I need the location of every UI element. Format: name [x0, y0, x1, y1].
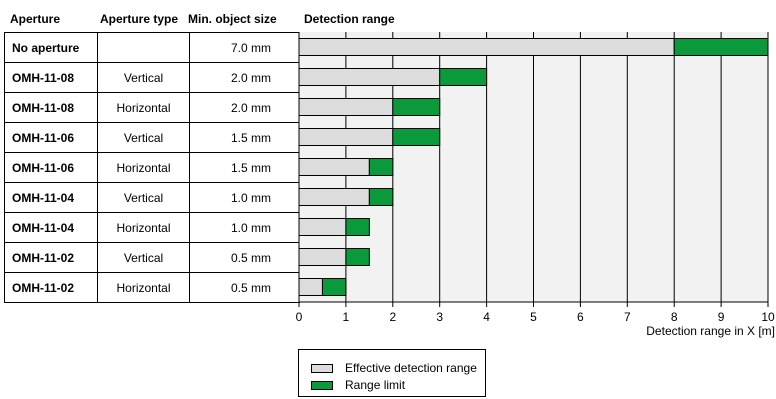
aperture-type-cell: Vertical: [97, 182, 190, 213]
bar-range-limit: [321, 278, 347, 296]
table-row: OMH-11-04 Horizontal 1.0 mm: [4, 212, 300, 243]
x-tick-label: 8: [671, 310, 678, 324]
table-row: OMH-11-06 Horizontal 1.5 mm: [4, 152, 300, 183]
aperture-cell: OMH-11-08: [4, 62, 98, 93]
table-row: OMH-11-02 Horizontal 0.5 mm: [4, 272, 300, 303]
bar-effective: [298, 218, 347, 236]
table-row: OMH-11-08 Vertical 2.0 mm: [4, 62, 300, 93]
table-row: OMH-11-04 Vertical 1.0 mm: [4, 182, 300, 213]
table-row: OMH-11-08 Horizontal 2.0 mm: [4, 92, 300, 123]
min-object-size-cell: 1.5 mm: [189, 122, 300, 153]
x-tick-label: 10: [761, 310, 775, 324]
bar-range-limit: [673, 38, 769, 56]
min-object-size-cell: 1.0 mm: [189, 182, 300, 213]
bar-effective: [298, 158, 370, 176]
min-object-size-cell: 1.5 mm: [189, 152, 300, 183]
min-object-size-cell: 2.0 mm: [189, 62, 300, 93]
bar-range-limit: [392, 128, 441, 146]
aperture-type-cell: Horizontal: [97, 272, 190, 303]
x-tick-label: 3: [436, 310, 443, 324]
x-tick-label: 1: [343, 310, 350, 324]
legend-item-effective: Effective detection range: [311, 361, 477, 375]
bar-range-limit: [368, 188, 394, 206]
x-tick-label: 2: [389, 310, 396, 324]
min-object-size-cell: 1.0 mm: [189, 212, 300, 243]
bar-effective: [298, 68, 441, 86]
aperture-table: No aperture 7.0 mm OMH-11-08 Vertical 2.0 mm…: [4, 32, 300, 303]
header-aperture: Aperture: [10, 12, 61, 26]
bar-effective: [298, 248, 347, 266]
legend-swatch-effective: [311, 363, 333, 373]
aperture-cell: OMH-11-02: [4, 272, 98, 303]
aperture-cell: No aperture: [4, 32, 98, 63]
legend-label-effective: Effective detection range: [345, 361, 477, 375]
header-min-object-size: Min. object size: [188, 12, 277, 26]
bar-range-limit: [439, 68, 488, 86]
aperture-cell: OMH-11-04: [4, 182, 98, 213]
aperture-cell: OMH-11-06: [4, 152, 98, 183]
aperture-cell: OMH-11-08: [4, 92, 98, 123]
x-tick-label: 4: [483, 310, 490, 324]
aperture-type-cell: Vertical: [97, 62, 190, 93]
bar-effective: [298, 188, 370, 206]
min-object-size-cell: 2.0 mm: [189, 92, 300, 123]
x-tick-label: 0: [296, 310, 303, 324]
aperture-cell: OMH-11-04: [4, 212, 98, 243]
header-aperture-type: Aperture type: [100, 12, 179, 26]
bar-effective: [298, 278, 323, 296]
aperture-type-cell: Vertical: [97, 122, 190, 153]
bar-range-limit: [345, 248, 370, 266]
legend-item-limit: Range limit: [311, 378, 405, 392]
bar-effective: [298, 128, 394, 146]
x-tick-label: 7: [624, 310, 631, 324]
legend-swatch-limit: [311, 380, 333, 390]
table-row: OMH-11-06 Vertical 1.5 mm: [4, 122, 300, 153]
x-tick-label: 5: [530, 310, 537, 324]
legend: Effective detection range Range limit: [298, 349, 486, 397]
bar-range-limit: [392, 98, 441, 116]
x-tick-label: 6: [577, 310, 584, 324]
header-detection-range: Detection range: [304, 12, 395, 26]
legend-label-limit: Range limit: [345, 378, 406, 392]
bar-range-limit: [345, 218, 370, 236]
x-tick-label: 9: [718, 310, 725, 324]
bar-effective: [298, 98, 394, 116]
bar-range-limit: [368, 158, 394, 176]
x-axis-title: Detection range in X [m]: [646, 324, 775, 338]
bar-effective: [298, 38, 675, 56]
